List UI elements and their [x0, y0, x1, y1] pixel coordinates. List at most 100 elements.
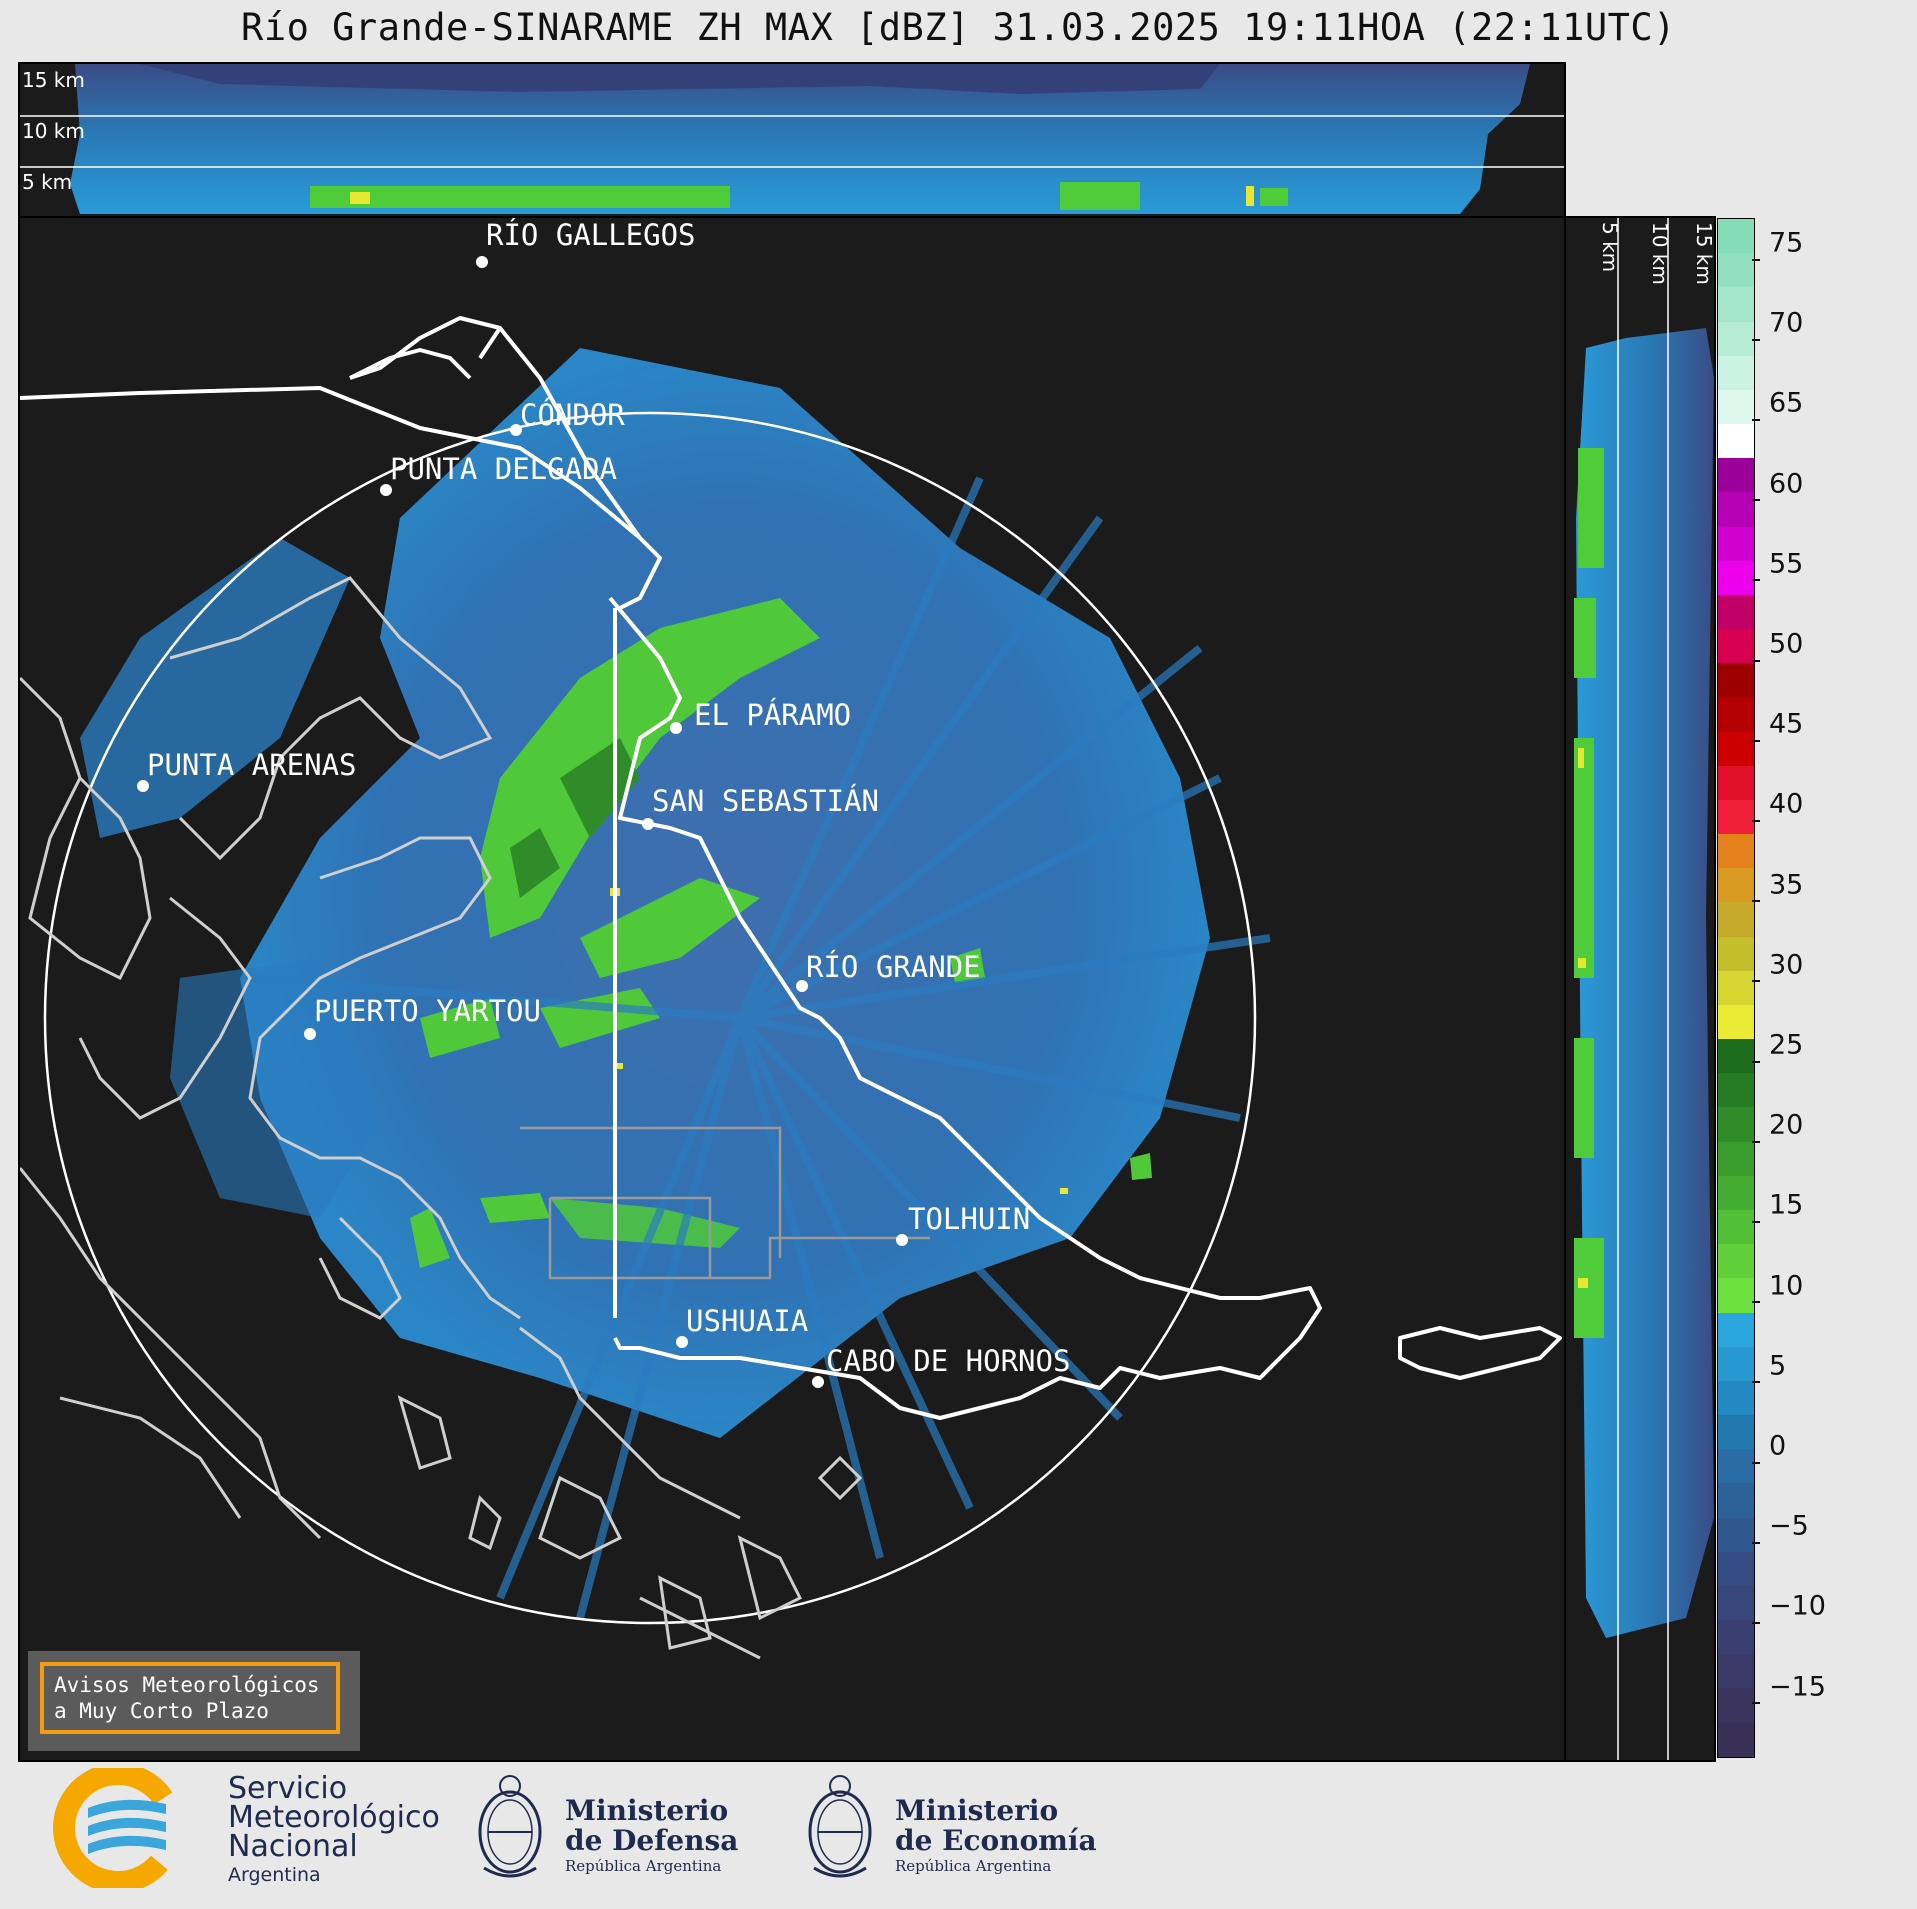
- colorbar-tick-label: −5: [1752, 1511, 1809, 1557]
- side-cross-section-panel: 5 km 10 km 15 km: [1564, 216, 1716, 1762]
- smn-line-3: Nacional: [228, 1829, 358, 1864]
- economia-line-1: Ministerio: [895, 1794, 1059, 1827]
- colorbar-tick-label: 30: [1751, 949, 1803, 996]
- economia-sub: República Argentina: [895, 1857, 1052, 1875]
- city-label-punta-delgada: PUNTA DELGADA: [390, 452, 617, 486]
- colorbar-segment: [1718, 1175, 1754, 1210]
- defensa-line-1: Ministerio: [565, 1794, 729, 1827]
- colorbar-segment: [1718, 458, 1754, 493]
- warning-line-1: Avisos Meteorológicos: [54, 1673, 320, 1697]
- colorbar-segment: [1718, 1107, 1754, 1142]
- warning-box[interactable]: Avisos Meteorológicos a Muy Corto Plazo: [28, 1651, 360, 1751]
- top-alt-label-5: 5 km: [22, 170, 73, 194]
- city-dot-condor: [510, 424, 522, 436]
- colorbar-tick-label: 5: [1751, 1350, 1786, 1397]
- colorbar-tick-label: −10: [1752, 1591, 1826, 1637]
- colorbar-segment: [1718, 1620, 1754, 1655]
- city-dot-tolhuin: [896, 1234, 908, 1246]
- warning-box-frame: Avisos Meteorológicos a Muy Corto Plazo: [40, 1662, 340, 1734]
- colorbar-segment: [1718, 287, 1754, 322]
- city-dot-el-paramo: [670, 722, 682, 734]
- colorbar-tick-label: 20: [1751, 1110, 1803, 1156]
- smn-text: Servicio Meteorológico Nacional Argentin…: [228, 1774, 440, 1890]
- colorbar-segment: [1718, 219, 1754, 254]
- coat-of-arms-icon: [478, 1775, 542, 1878]
- colorbar-segment: [1718, 355, 1754, 390]
- dbz-colorbar: [1717, 218, 1755, 1758]
- colorbar-tick-label: 50: [1751, 629, 1803, 675]
- top-cross-section-panel: 15 km 10 km 5 km: [18, 62, 1566, 218]
- colorbar-segment: [1718, 834, 1754, 869]
- side-cross-section-echo: [1574, 218, 1714, 1760]
- defensa-text: Ministerio de Defensa República Argentin…: [565, 1796, 738, 1876]
- colorbar-segment: [1718, 697, 1754, 732]
- smn-line-1: Servicio: [228, 1771, 348, 1806]
- colorbar-segment: [1718, 731, 1754, 766]
- city-dot-punta-arenas: [137, 780, 149, 792]
- colorbar-tick-label: 0: [1751, 1431, 1786, 1477]
- top-cross-section-echo: [20, 64, 1564, 214]
- radar-map: [20, 316, 1562, 1660]
- colorbar-tick-label: 40: [1751, 789, 1803, 835]
- map-title: Río Grande-SINARAME ZH MAX [dBZ] 31.03.2…: [241, 6, 1676, 49]
- colorbar-segment: [1718, 492, 1754, 527]
- city-label-rio-grande: RÍO GRANDE: [806, 950, 981, 984]
- colorbar-tick-label: 70: [1751, 308, 1803, 354]
- city-label-condor: CÓNDOR: [520, 398, 625, 432]
- colorbar-segment: [1718, 1312, 1754, 1347]
- economia-text: Ministerio de Economía República Argenti…: [895, 1796, 1097, 1876]
- colorbar-tick-label: 55: [1751, 548, 1803, 595]
- top-alt-label-10: 10 km: [22, 119, 85, 143]
- colorbar-segment: [1718, 1073, 1754, 1108]
- side-alt-label-10: 10 km: [1648, 222, 1672, 285]
- colorbar-segment: [1718, 1278, 1754, 1313]
- top-alt-label-15: 15 km: [22, 68, 85, 92]
- colorbar-segment: [1718, 560, 1754, 595]
- colorbar-tick-label: 60: [1751, 468, 1803, 515]
- city-dot-san-sebastian: [642, 818, 654, 830]
- colorbar-segment: [1718, 970, 1754, 1005]
- colorbar-segment: [1718, 1654, 1754, 1689]
- city-dot-rio-grande: [796, 980, 808, 992]
- colorbar-tick-label: −15: [1752, 1671, 1826, 1718]
- colorbar-segment: [1718, 765, 1754, 800]
- coat-of-arms-icon: [808, 1775, 872, 1878]
- colorbar-segment: [1718, 321, 1754, 356]
- colorbar-segment: [1718, 936, 1754, 971]
- colorbar-segment: [1718, 1517, 1754, 1552]
- city-dot-cabo-de-hornos: [812, 1376, 824, 1388]
- colorbar-segment: [1718, 1039, 1754, 1074]
- colorbar-segment: [1718, 1449, 1754, 1484]
- colorbar-segment: [1718, 629, 1754, 664]
- colorbar-segment: [1718, 868, 1754, 903]
- smn-line-2: Meteorológico: [228, 1800, 440, 1835]
- colorbar-segment: [1718, 1483, 1754, 1518]
- colorbar-tick-label: 65: [1751, 388, 1803, 434]
- city-dot-punta-delgada: [380, 484, 392, 496]
- colorbar-segment: [1718, 1141, 1754, 1176]
- city-label-rio-gallegos: RÍO GALLEGOS: [486, 218, 696, 252]
- side-alt-label-5: 5 km: [1598, 222, 1622, 273]
- defensa-line-2: de Defensa: [565, 1824, 739, 1857]
- colorbar-tick-label: 75: [1751, 228, 1803, 274]
- city-dot-rio-gallegos: [476, 256, 488, 268]
- city-label-puerto-yartou: PUERTO YARTOU: [314, 994, 541, 1028]
- colorbar-segment: [1718, 424, 1754, 459]
- colorbar-tick-label: 25: [1751, 1030, 1803, 1076]
- colorbar-segment: [1718, 1722, 1754, 1757]
- city-label-san-sebastian: SAN SEBASTIÁN: [652, 784, 879, 818]
- city-label-tolhuin: TOLHUIN: [908, 1202, 1031, 1236]
- city-label-ushuaia: USHUAIA: [686, 1304, 809, 1338]
- colorbar-tick-label: 35: [1751, 869, 1803, 916]
- colorbar-segment: [1718, 1380, 1754, 1416]
- colorbar-tick-label: 10: [1751, 1270, 1803, 1317]
- city-label-punta-arenas: PUNTA ARENAS: [147, 748, 357, 782]
- warning-line-2: a Muy Corto Plazo: [54, 1699, 269, 1723]
- colorbar-segment: [1718, 253, 1754, 288]
- colorbar-tick-label: 45: [1751, 709, 1803, 755]
- colorbar-segment: [1718, 594, 1754, 630]
- colorbar-segment: [1718, 1551, 1754, 1586]
- colorbar-segment: [1718, 1209, 1754, 1245]
- colorbar-segment: [1718, 663, 1754, 698]
- ministerio-economia-logo: Ministerio de Economía República Argenti…: [800, 1768, 1100, 1888]
